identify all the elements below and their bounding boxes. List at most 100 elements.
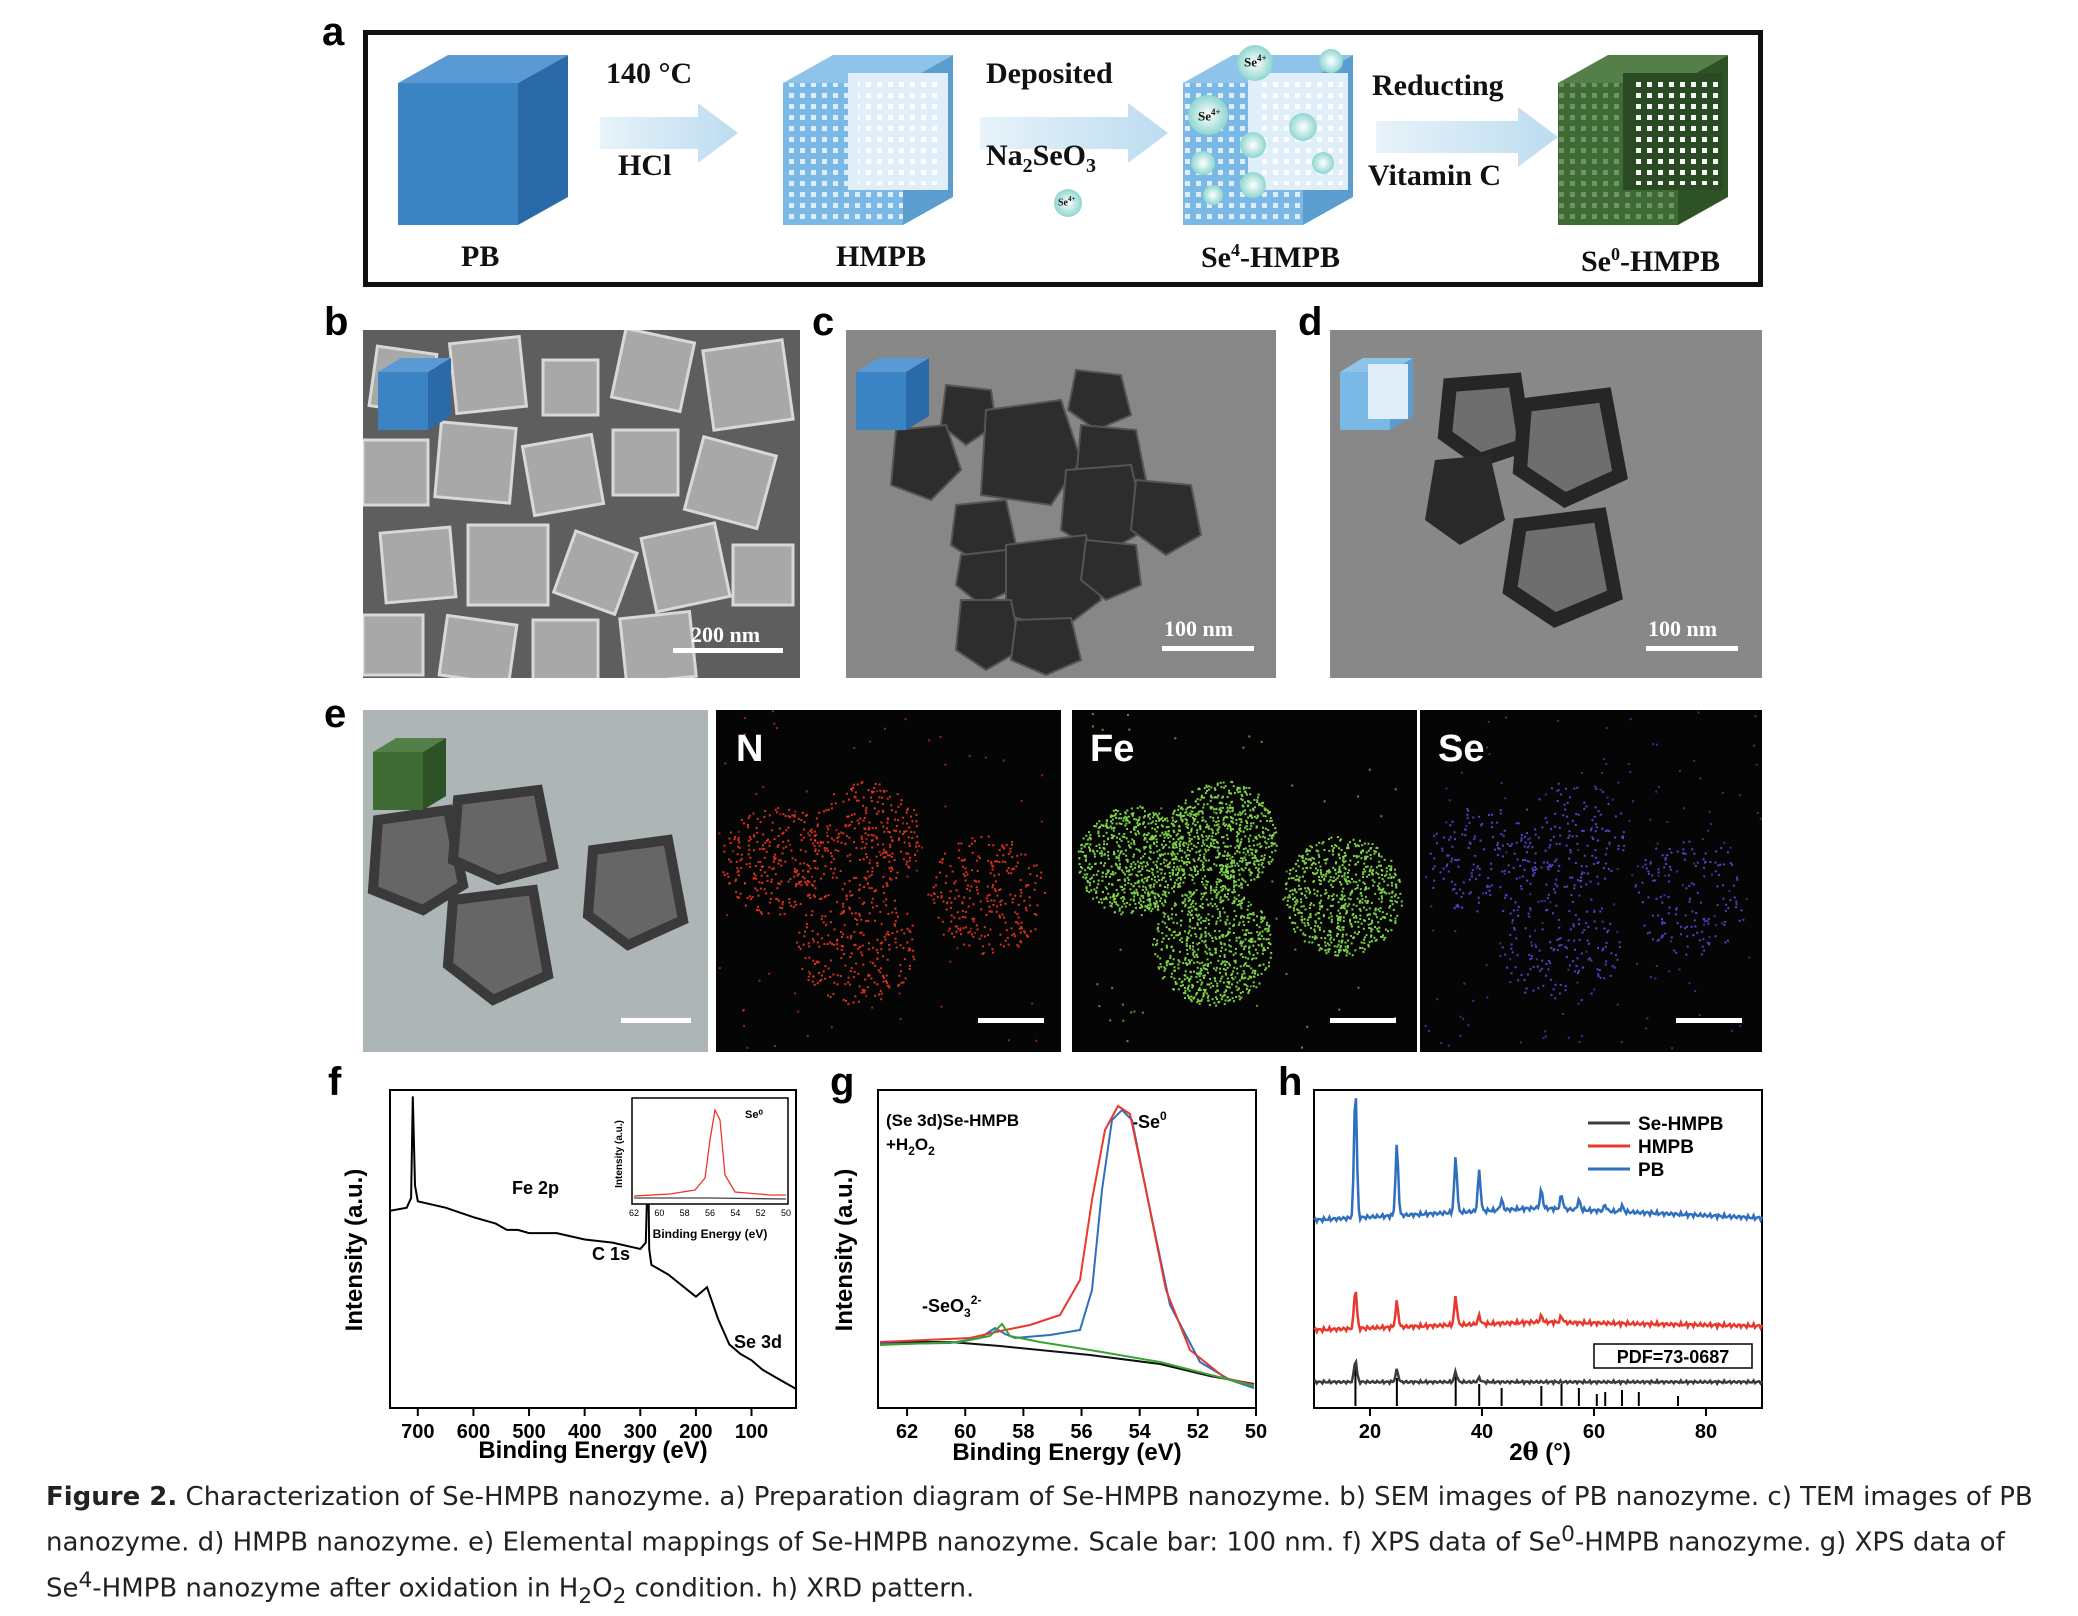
scalebar-e1 [621,1018,691,1023]
panel-label-f: f [328,1060,342,1104]
se0-cube-inset-icon-e [373,738,446,810]
step2-bottom-label: Na2SeO3 [986,139,1097,177]
pb-cube-inset-icon [378,358,451,430]
xps-se3d-chart: Intensity (a.u.) Binding Energy (eV) (Se… [831,1089,1267,1466]
tem-image-d: 100 nm [1330,330,1762,678]
hmpb-cube-inset-icon-d [1340,358,1413,430]
g-title-1: (Se 3d)Se-HMPB [886,1111,1019,1130]
tem-image-c: 100 nm [846,330,1276,678]
sem-cubes-graphic [363,330,800,678]
f-peak-c1s: C 1s [592,1244,630,1264]
g-xtick: 56 [1070,1421,1092,1443]
f-inset-label: Se⁰ [745,1109,763,1121]
step1-bottom-label: HCl [618,149,672,182]
label-hmpb: HMPB [836,240,926,273]
scheme-panel: 140 °C HCl Deposited Na2SeO3 Reducting V… [363,30,1763,287]
f-xtick: 600 [457,1421,490,1443]
f-inset-xtick: 56 [705,1208,715,1218]
g-title-2: +H2O2 [886,1135,935,1158]
tem-hollow-particles-graphic [1330,330,1762,678]
f-xlabel: Binding Energy (eV) [478,1437,707,1464]
step3-bottom-label: Vitamin C [1368,159,1502,192]
f-inset-xtick: 54 [730,1208,740,1218]
arrow-3-icon [1376,107,1558,167]
f-inset-xtick: 58 [680,1208,690,1218]
scalebar-e3 [1330,1018,1396,1023]
label-pb: PB [461,240,500,273]
panel-label-c: c [812,300,835,344]
f-xtick: 200 [679,1421,712,1443]
f-inset-xtick: 52 [756,1208,766,1218]
mapping-fe-label: Fe [1090,728,1135,770]
f-inset-ylabel: Intensity (a.u.) [614,1120,625,1188]
mapping-fe: Fe [1072,710,1417,1052]
panel-label-g: g [830,1060,855,1104]
mapping-se-label: Se [1438,728,1485,770]
f-xtick: 400 [568,1421,601,1443]
ion-label-1: Se4+ [1244,53,1267,70]
panel-label-d: d [1298,300,1323,344]
f-xtick: 100 [735,1421,768,1443]
tem-particles-graphic [846,330,1276,678]
tem-image-e [363,710,708,1052]
g-xlabel: Binding Energy (eV) [952,1439,1181,1466]
xrd-chart: 2θ (°) 20 40 60 80 Se-HMPB HMPB PB PDF=73-0… [1313,1089,1764,1466]
scalebar-b-label: 200 nm [691,622,761,647]
f-xtick: 500 [512,1421,545,1443]
se4-hmpb-cube-icon [1183,45,1353,225]
scalebar-c-label: 100 nm [1164,616,1234,641]
hmpb-cube-icon [783,55,953,225]
f-inset-xtick: 62 [629,1208,639,1218]
f-inset-xtick: 50 [781,1208,791,1218]
h-legend-se-hmpb: Se-HMPB [1638,1114,1724,1135]
h-xtick: 40 [1471,1421,1493,1443]
se0-hmpb-cube-icon [1558,55,1728,225]
h-legend-hmpb: HMPB [1638,1137,1694,1158]
scalebar-e2 [978,1018,1044,1023]
scalebar-d-label: 100 nm [1648,616,1718,641]
h-pdf-label: PDF=73-0687 [1617,1347,1730,1367]
h-legend: Se-HMPB HMPB PB [1588,1114,1724,1181]
g-xtick: 62 [896,1421,918,1443]
panel-label-b: b [324,300,349,344]
h-xtick: 20 [1359,1421,1381,1443]
f-xtick: 300 [624,1421,657,1443]
f-peak-se3d: Se 3d [734,1332,782,1352]
g-ann-seo3: -SeO32- [922,1293,981,1320]
step2-top-label: Deposited [986,57,1113,90]
caption-figure-number: Figure 2. [46,1482,178,1512]
tem-se-hmpb-graphic [363,710,708,1052]
f-inset-xlabel: Binding Energy (eV) [653,1227,768,1241]
mapping-n: N [716,710,1061,1052]
label-se0-hmpb: Se0-HMPB [1581,244,1720,278]
pb-cube-icon [398,55,568,225]
scalebar-b [673,648,783,653]
scalebar-e4 [1676,1018,1742,1023]
se-ion-bubble-icon [1054,189,1082,217]
g-xtick: 52 [1187,1421,1209,1443]
f-ylabel: Intensity (a.u.) [341,1169,368,1332]
f-xtick: 700 [401,1421,434,1443]
scalebar-c [1162,646,1254,651]
h-xtick: 80 [1695,1421,1717,1443]
scalebar-d [1646,646,1738,651]
arrow-2-icon [980,103,1168,163]
label-se4-hmpb: Se4-HMPB [1201,240,1340,274]
step3-top-label: Reducting [1372,69,1504,102]
ion-label-3: Se4+ [1058,195,1076,209]
scheme-graphics [398,45,1728,225]
arrow-1-icon [600,103,738,163]
h-xlabel: 2θ (°) [1509,1437,1571,1466]
mapping-n-label: N [736,728,764,770]
step1-top-label: 140 °C [606,57,693,90]
g-ann-se0: -Se0 [1132,1109,1167,1132]
figure-caption: Figure 2. Characterization of Se-HMPB na… [46,1482,2033,1609]
h-legend-pb: PB [1638,1160,1664,1181]
panel-label-h: h [1278,1060,1303,1104]
pb-cube-inset-icon-c [856,358,929,430]
ion-label-2: Se4+ [1198,107,1221,124]
g-ylabel: Intensity (a.u.) [831,1169,858,1332]
g-xtick: 50 [1245,1421,1267,1443]
mapping-se: Se [1420,710,1762,1052]
panel-label-e: e [324,692,347,736]
